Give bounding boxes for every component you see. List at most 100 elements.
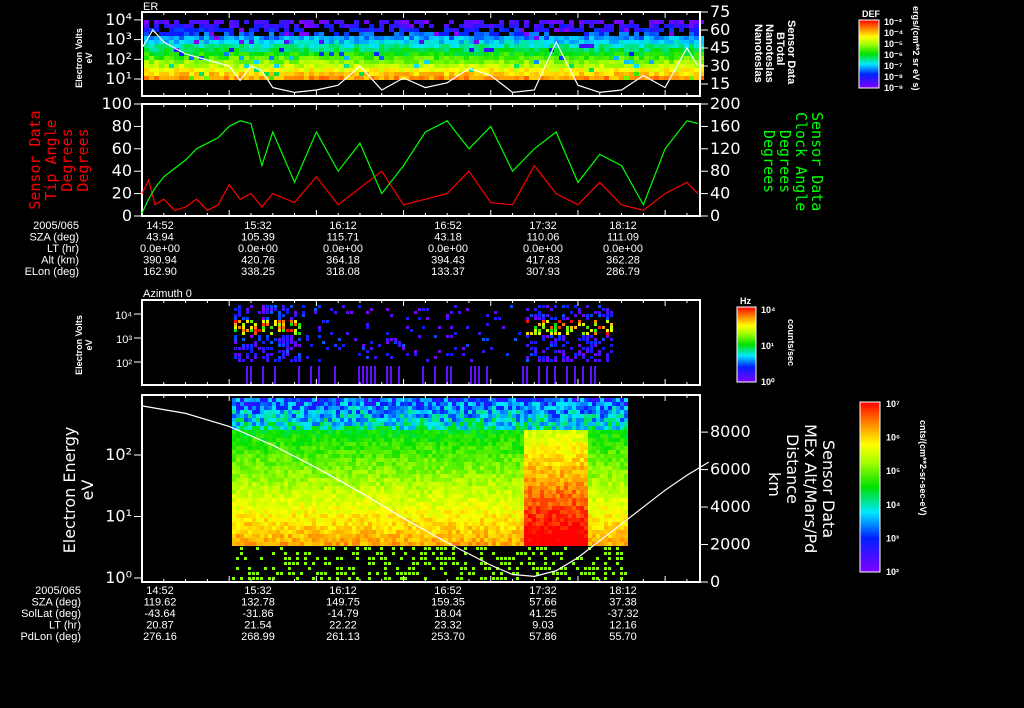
spectrogram-cell <box>514 28 519 32</box>
spectrogram-cell <box>464 36 469 40</box>
spectrogram-cell <box>436 538 440 542</box>
spectrogram-cell <box>379 20 384 24</box>
spectrogram-cell <box>299 36 304 40</box>
spectrogram-cell <box>504 28 509 32</box>
spectrogram-cell <box>554 344 557 347</box>
spectrogram-cell <box>399 56 404 60</box>
spectrogram-cell <box>684 44 689 48</box>
spectrogram-cell <box>586 314 589 317</box>
spectrogram-cell <box>599 48 604 52</box>
spectrogram-cell <box>499 24 504 28</box>
spectrogram-cell <box>479 32 484 36</box>
spectrogram-cell <box>364 442 368 446</box>
spectrogram-cell <box>689 68 694 72</box>
spectrogram-cell <box>468 490 472 494</box>
spectrogram-cell <box>320 442 324 446</box>
spectrogram-cell <box>659 28 664 32</box>
spectrogram-cell <box>399 20 404 24</box>
spectrogram-cell <box>360 490 364 494</box>
spectrogram-cell <box>380 434 384 438</box>
spectrogram-cell <box>512 418 516 422</box>
spectrogram-cell <box>286 353 289 356</box>
spectrogram-cell <box>524 534 528 538</box>
spectrogram-cell <box>360 498 364 502</box>
spectrogram-cell <box>344 398 348 402</box>
spectrogram-cell <box>429 64 434 68</box>
spectrogram-cell <box>164 56 169 60</box>
spectrogram-cell <box>449 56 454 60</box>
spectrogram-cell <box>284 56 289 60</box>
spectrogram-cell <box>219 40 224 44</box>
spectrogram-cell <box>234 48 239 52</box>
spectrogram-cell <box>429 68 434 72</box>
spectrogram-cell <box>464 72 469 76</box>
spectrogram-cell <box>456 478 460 482</box>
spectrogram-cell <box>276 486 280 490</box>
spectrogram-cell <box>512 438 516 442</box>
spectrogram-cell <box>414 68 419 72</box>
spectrogram-cell <box>384 510 388 514</box>
spectrogram-cell <box>304 482 308 486</box>
spectrogram-cell <box>472 422 476 426</box>
spectrogram-cell <box>249 28 254 32</box>
spectrogram-cell <box>348 514 352 518</box>
spectrogram-cell <box>359 56 364 60</box>
spectrogram-cell <box>598 314 601 317</box>
spectrogram-cell <box>329 40 334 44</box>
spectrogram-cell <box>392 438 396 442</box>
spectrogram-cell <box>328 482 332 486</box>
spectrogram-cell <box>249 32 254 36</box>
spectrogram-cell <box>304 450 308 454</box>
spectrogram-cell <box>292 498 296 502</box>
spectrogram-cell <box>416 402 420 406</box>
spectrogram-cell <box>484 446 488 450</box>
spectrogram-cell <box>569 48 574 52</box>
spectrogram-cell <box>348 482 352 486</box>
spectrogram-cell <box>396 538 400 542</box>
spectrogram-cell <box>174 44 179 48</box>
spectrogram-cell <box>570 347 573 350</box>
spectrogram-cell <box>232 418 236 422</box>
spectrogram-cell <box>164 60 169 64</box>
spectrogram-cell <box>448 434 452 438</box>
spectrogram-cell <box>328 454 332 458</box>
spectrogram-cell <box>364 450 368 454</box>
spectrogram-cell <box>422 366 424 384</box>
spectrogram-cell <box>320 490 324 494</box>
spectrogram-cell <box>520 470 524 474</box>
spectrogram-cell <box>399 40 404 44</box>
spectrogram-cell <box>288 494 292 498</box>
spectrogram-cell <box>344 506 348 510</box>
spectrogram-cell <box>256 498 260 502</box>
spectrogram-cell <box>256 547 259 550</box>
spectrogram-cell <box>619 32 624 36</box>
spectrogram-cell <box>348 438 352 442</box>
spectrogram-cell <box>384 462 388 466</box>
spectrogram-cell <box>639 36 644 40</box>
spectrogram-cell <box>444 32 449 36</box>
spectrogram-cell <box>340 526 344 530</box>
spectrogram-cell <box>412 526 416 530</box>
spectrogram-cell <box>380 498 384 502</box>
spectrogram-cell <box>288 410 292 414</box>
spectrogram-cell <box>334 40 339 44</box>
spectrogram-cell <box>549 48 554 52</box>
spectrogram-cell <box>464 466 468 470</box>
spectrogram-cell <box>564 68 569 72</box>
spectrogram-cell <box>356 438 360 442</box>
spectrogram-cell <box>428 458 432 462</box>
spectrogram-cell <box>276 538 280 542</box>
spectrogram-cell <box>694 36 699 40</box>
spectrogram-cell <box>324 410 328 414</box>
spectrogram-cell <box>476 534 480 538</box>
spectrogram-cell <box>654 36 659 40</box>
spectrogram-cell <box>260 514 264 518</box>
spectrogram-cell <box>364 538 368 542</box>
spectrogram-cell <box>404 450 408 454</box>
spectrogram-cell <box>376 542 380 546</box>
spectrogram-cell <box>372 402 376 406</box>
spectrogram-cell <box>699 48 704 52</box>
spectrogram-cell <box>324 446 328 450</box>
spectrogram-cell <box>300 434 304 438</box>
spectrogram-cell <box>464 562 467 565</box>
